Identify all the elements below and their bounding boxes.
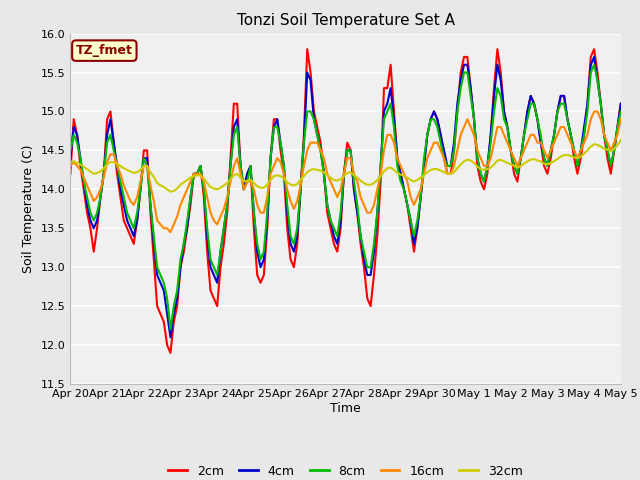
32cm [611, 146, 618, 152]
32cm [437, 168, 445, 174]
8cm [166, 326, 174, 332]
2cm [223, 210, 231, 216]
4cm [80, 179, 88, 184]
4cm [420, 163, 428, 169]
16cm [590, 108, 598, 114]
4cm [617, 101, 625, 107]
8cm [617, 108, 625, 114]
4cm [437, 132, 445, 138]
32cm [80, 164, 88, 169]
8cm [437, 140, 445, 145]
2cm [166, 350, 174, 356]
Legend: 2cm, 4cm, 8cm, 16cm, 32cm: 2cm, 4cm, 8cm, 16cm, 32cm [163, 460, 528, 480]
2cm [617, 101, 625, 107]
16cm [587, 116, 595, 122]
8cm [67, 147, 74, 153]
16cm [614, 132, 621, 138]
32cm [223, 180, 231, 186]
4cm [590, 54, 598, 60]
2cm [440, 156, 448, 161]
4cm [67, 156, 74, 161]
32cm [166, 189, 174, 194]
2cm [80, 186, 88, 192]
16cm [67, 163, 74, 169]
X-axis label: Time: Time [330, 402, 361, 415]
16cm [420, 171, 428, 177]
32cm [420, 172, 428, 178]
Title: Tonzi Soil Temperature Set A: Tonzi Soil Temperature Set A [237, 13, 454, 28]
8cm [223, 202, 231, 208]
Line: 4cm: 4cm [70, 57, 621, 337]
4cm [614, 124, 621, 130]
8cm [587, 70, 595, 75]
16cm [617, 116, 625, 122]
2cm [303, 46, 311, 52]
4cm [223, 202, 231, 208]
16cm [80, 175, 88, 180]
2cm [590, 46, 598, 52]
16cm [166, 229, 174, 235]
Line: 2cm: 2cm [70, 49, 621, 353]
Y-axis label: Soil Temperature (C): Soil Temperature (C) [22, 144, 35, 273]
4cm [587, 62, 595, 68]
32cm [67, 159, 74, 165]
4cm [166, 335, 174, 340]
2cm [424, 132, 431, 138]
2cm [614, 124, 621, 130]
Line: 32cm: 32cm [70, 140, 621, 192]
8cm [590, 62, 598, 68]
2cm [67, 171, 74, 177]
16cm [437, 147, 445, 153]
Text: TZ_fmet: TZ_fmet [76, 44, 132, 57]
8cm [80, 179, 88, 184]
16cm [223, 194, 231, 200]
Line: 8cm: 8cm [70, 65, 621, 329]
32cm [587, 144, 595, 149]
Line: 16cm: 16cm [70, 111, 621, 232]
8cm [420, 156, 428, 161]
8cm [614, 124, 621, 130]
32cm [617, 137, 625, 143]
